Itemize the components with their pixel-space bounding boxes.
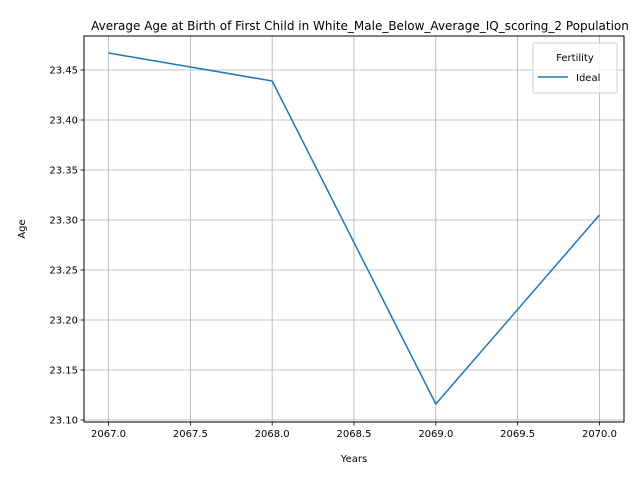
x-axis: 2067.0 2067.5 2068.0 2068.5 2069.0 2069.5 2070… — [91, 422, 617, 440]
y-axis-label: Age — [17, 219, 28, 238]
y-tick-label: 23.20 — [49, 316, 78, 327]
y-tick-label: 23.10 — [49, 416, 78, 427]
x-axis-label: Years — [340, 454, 367, 465]
grid-lines — [84, 36, 624, 422]
legend-title: Fertility — [556, 53, 594, 64]
x-tick-label: 2070.0 — [582, 429, 617, 440]
y-tick-label: 23.30 — [49, 216, 78, 227]
x-tick-label: 2068.0 — [255, 429, 290, 440]
y-tick-label: 23.15 — [49, 366, 78, 377]
x-tick-label: 2067.0 — [91, 429, 126, 440]
y-tick-label: 23.40 — [49, 116, 78, 127]
y-tick-label: 23.25 — [49, 266, 78, 277]
y-tick-label: 23.45 — [49, 66, 78, 77]
x-tick-label: 2069.5 — [500, 429, 535, 440]
x-tick-label: 2069.0 — [418, 429, 453, 440]
chart-title: Average Age at Birth of First Child in W… — [91, 19, 629, 33]
y-axis: 23.10 23.15 23.20 23.25 23.30 23.35 23.40 23.45 — [49, 66, 84, 427]
x-tick-label: 2068.5 — [337, 429, 372, 440]
y-tick-label: 23.35 — [49, 166, 78, 177]
x-tick-label: 2067.5 — [173, 429, 208, 440]
series-line-ideal — [108, 52, 601, 405]
series-layer — [108, 52, 601, 405]
legend-box — [532, 42, 618, 94]
legend-entry-ideal: Ideal — [576, 73, 600, 84]
legend: Fertility Ideal — [532, 42, 618, 94]
